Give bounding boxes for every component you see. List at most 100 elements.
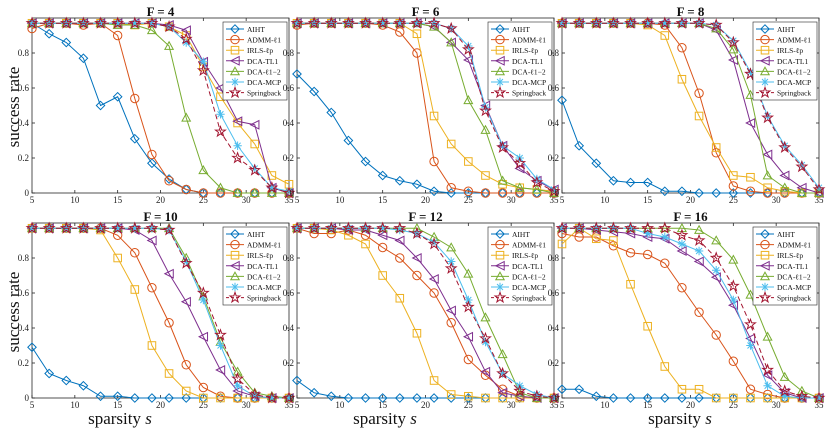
x-tick-label: 25 bbox=[729, 400, 739, 410]
data-point bbox=[677, 43, 687, 53]
legend-label: DCA-MCP bbox=[777, 283, 811, 292]
data-point bbox=[267, 393, 277, 403]
data-point bbox=[606, 16, 620, 29]
data-point bbox=[480, 188, 491, 198]
x-tick-label: 30 bbox=[242, 400, 252, 410]
data-point bbox=[729, 171, 738, 180]
x-tick-label: 5 bbox=[295, 400, 300, 410]
legend-entry: ADMM-ℓ1 bbox=[491, 239, 546, 250]
data-point bbox=[677, 74, 687, 84]
data-point bbox=[147, 393, 157, 403]
x-tick-label: 35 bbox=[285, 400, 295, 410]
data-point bbox=[445, 37, 456, 48]
legend-label: AIHT bbox=[247, 230, 265, 239]
data-point bbox=[412, 179, 422, 190]
data-point bbox=[94, 16, 107, 29]
data-point bbox=[676, 223, 687, 233]
legend-entry: DCA-ℓ1−2 bbox=[226, 271, 281, 281]
data-point bbox=[163, 268, 174, 279]
data-point bbox=[233, 141, 242, 150]
data-point bbox=[711, 188, 722, 198]
data-point bbox=[481, 337, 490, 347]
legend-entry: DCA-MCP bbox=[756, 282, 811, 292]
legend-marker bbox=[230, 24, 240, 34]
x-tick-label: 35 bbox=[815, 195, 825, 205]
x-axis-label-left: sparsity s bbox=[88, 409, 152, 428]
data-point bbox=[711, 393, 721, 403]
legend-entry: DCA-ℓ1−2 bbox=[491, 271, 546, 281]
legend-entry: AIHT bbox=[491, 229, 530, 239]
legend-marker bbox=[230, 250, 240, 260]
data-point bbox=[307, 221, 321, 234]
data-point bbox=[497, 175, 508, 185]
data-point bbox=[574, 384, 585, 395]
data-point bbox=[147, 149, 157, 160]
legend-label: DCA-TL1 bbox=[247, 262, 278, 271]
data-point bbox=[429, 238, 439, 247]
data-point bbox=[763, 393, 772, 403]
legend-marker bbox=[495, 239, 505, 250]
data-point bbox=[625, 248, 636, 258]
y-axis-label-top: success rate bbox=[4, 67, 23, 148]
legend-label: AIHT bbox=[777, 230, 795, 239]
y-tick-label: 0.2 bbox=[548, 358, 559, 368]
data-point bbox=[531, 184, 542, 194]
series-line bbox=[297, 227, 554, 399]
data-point bbox=[555, 16, 569, 29]
data-point bbox=[745, 333, 756, 344]
data-point bbox=[464, 391, 473, 401]
x-tick-label: 10 bbox=[70, 400, 80, 410]
data-point bbox=[290, 221, 304, 234]
series-line bbox=[32, 227, 289, 399]
y-tick-label: 0.8 bbox=[548, 48, 560, 58]
legend-marker bbox=[229, 260, 240, 271]
data-point bbox=[711, 143, 721, 152]
legend-label: ADMM-ℓ1 bbox=[777, 36, 811, 45]
data-point bbox=[164, 40, 175, 50]
x-tick-label: 10 bbox=[335, 400, 345, 410]
data-point bbox=[267, 183, 277, 192]
data-point bbox=[762, 149, 773, 160]
data-point bbox=[182, 38, 191, 47]
data-point bbox=[745, 384, 756, 394]
data-point bbox=[762, 170, 773, 180]
data-point bbox=[112, 30, 123, 41]
data-point bbox=[111, 221, 125, 234]
y-tick-label: 0.6 bbox=[548, 288, 560, 298]
data-point bbox=[429, 186, 439, 197]
data-point bbox=[145, 221, 159, 234]
data-point bbox=[574, 232, 584, 242]
data-point bbox=[660, 19, 669, 28]
data-point bbox=[181, 386, 191, 396]
legend-label: Springback bbox=[512, 89, 546, 98]
data-point bbox=[745, 89, 756, 99]
data-point bbox=[496, 140, 510, 153]
data-point bbox=[59, 221, 73, 234]
legend-entry: DCA-ℓ1−2 bbox=[756, 66, 811, 76]
data-point bbox=[412, 328, 422, 338]
data-point bbox=[326, 391, 337, 402]
data-point bbox=[744, 317, 757, 330]
data-point bbox=[677, 393, 687, 403]
y-tick-label: 0.4 bbox=[283, 118, 295, 128]
data-point bbox=[480, 312, 491, 322]
data-point bbox=[233, 393, 242, 403]
data-point bbox=[779, 170, 790, 181]
data-point bbox=[198, 165, 209, 175]
x-tick-label: 35 bbox=[815, 400, 825, 410]
data-point bbox=[762, 370, 773, 381]
data-point bbox=[128, 16, 142, 29]
data-point bbox=[216, 110, 225, 119]
data-point bbox=[463, 268, 474, 278]
legend-entry: AIHT bbox=[491, 24, 530, 34]
data-point bbox=[780, 392, 789, 401]
data-point bbox=[676, 245, 687, 257]
data-point bbox=[199, 393, 208, 403]
data-point bbox=[76, 221, 90, 234]
x-tick-label: 20 bbox=[686, 400, 696, 410]
data-point bbox=[591, 158, 602, 169]
